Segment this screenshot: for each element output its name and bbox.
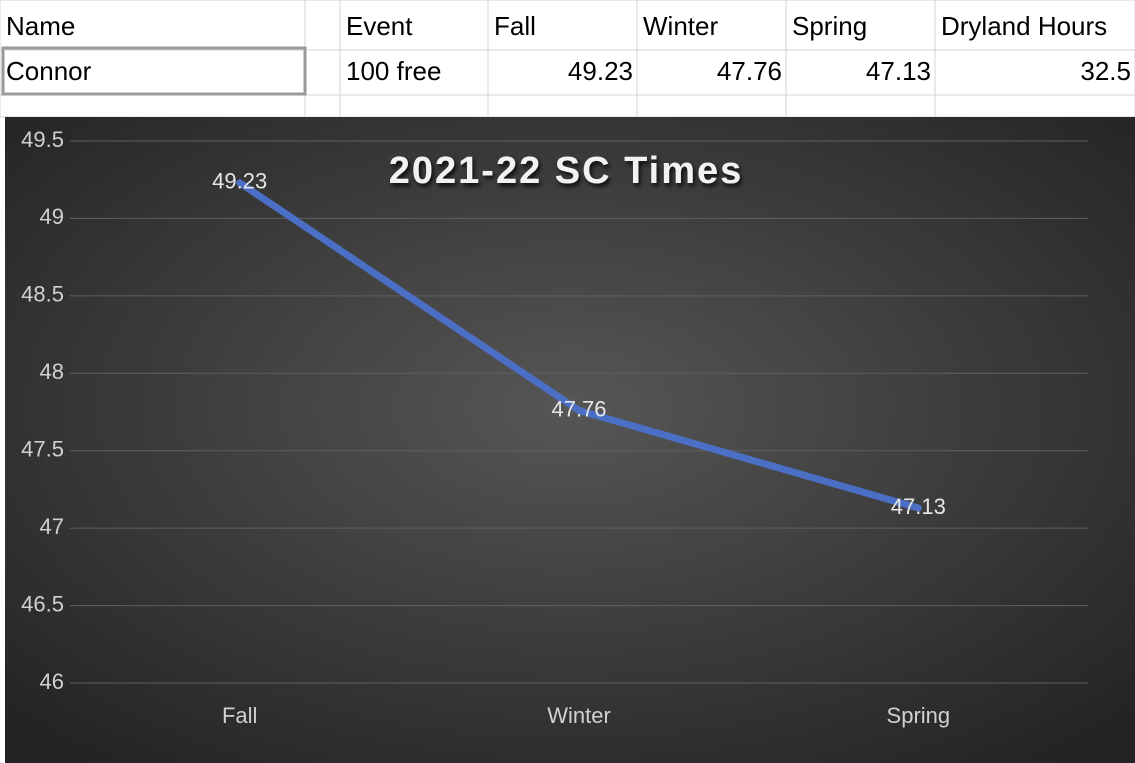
y-tick-label: 48.5 xyxy=(21,282,64,307)
cell-text: Winter xyxy=(643,11,718,41)
chart-title: 2021-22 SC Times xyxy=(389,150,744,192)
cell-text: Name xyxy=(6,11,75,41)
x-tick-label: Spring xyxy=(887,703,951,728)
cell-text: 49.23 xyxy=(568,56,633,86)
cell-text: 47.13 xyxy=(866,56,931,86)
line xyxy=(236,179,922,512)
cell-text: Event xyxy=(346,11,413,41)
cell-text: Spring xyxy=(792,11,867,41)
y-tick-label: 49.5 xyxy=(21,127,64,152)
selected-cell[interactable] xyxy=(1,46,307,96)
data-label: 49.23 xyxy=(212,169,267,194)
cell-text: 32.5 xyxy=(1080,56,1131,86)
y-tick-label: 46 xyxy=(40,669,64,694)
y-tick-label: 49 xyxy=(40,204,64,229)
cell-text: Fall xyxy=(494,11,536,41)
chart-area[interactable] xyxy=(5,117,1135,763)
x-tick-label: Fall xyxy=(222,703,257,728)
y-tick-label: 47 xyxy=(40,514,64,539)
y-tick-label: 46.5 xyxy=(21,591,64,616)
y-tick-label: 48 xyxy=(40,359,64,384)
data-label: 47.13 xyxy=(891,494,946,519)
data-label: 47.76 xyxy=(551,396,606,421)
cell-text: Dryland Hours xyxy=(941,11,1107,41)
cell-text: 47.76 xyxy=(717,56,782,86)
cell-grid: Name Event Fall Winter Spring Dryland Hours Co… xyxy=(0,0,1135,118)
x-tick-label: Winter xyxy=(547,703,611,728)
cell-text: Connor xyxy=(6,56,92,86)
y-tick-label: 47.5 xyxy=(21,437,64,462)
cell-text: 100 free xyxy=(346,56,441,86)
